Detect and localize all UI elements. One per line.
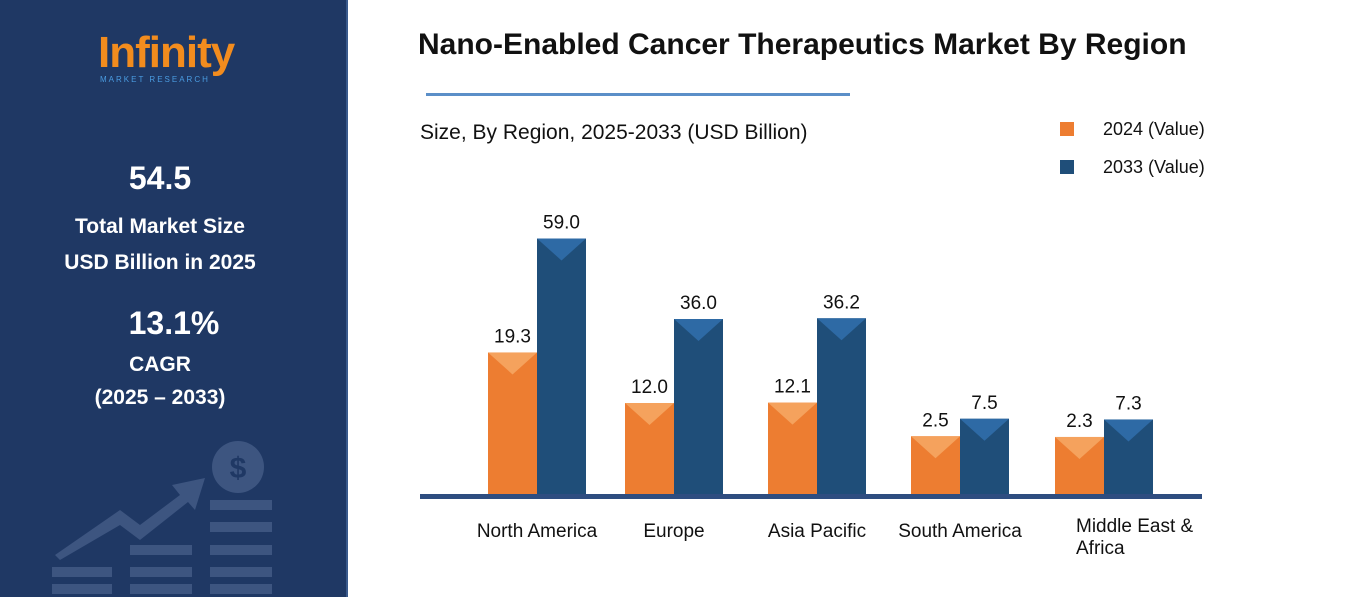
bar-2033: [1104, 419, 1153, 495]
cagr-period: (2025 – 2033): [94, 386, 226, 409]
x-tick-label: North America: [476, 521, 598, 542]
legend-swatch: [1060, 160, 1074, 174]
data-label: 2.5: [922, 410, 948, 431]
bar-2033: [817, 318, 866, 495]
x-tick-label: Middle East & Africa: [1076, 516, 1194, 559]
bar-2033: [960, 418, 1009, 495]
legend-item-2033: 2033 (Value): [1060, 157, 1205, 178]
market-size-label: Total Market Size: [75, 215, 245, 238]
x-tick-label: Asia Pacific: [767, 521, 867, 542]
logo-subtitle: MARKET RESEARCH: [100, 75, 210, 84]
data-label: 12.0: [631, 377, 668, 398]
title-underline: [426, 93, 850, 96]
data-label: 36.2: [823, 292, 860, 313]
bar-2024: [768, 402, 817, 495]
data-label: 59.0: [543, 213, 580, 234]
legend-label: 2024 (Value): [1103, 119, 1205, 139]
chart-title: Nano-Enabled Cancer Therapeutics Market …: [418, 28, 1187, 61]
data-label: 12.1: [774, 377, 811, 398]
x-tick-label: South America: [898, 521, 1022, 542]
bar-2033: [537, 238, 586, 495]
growth-chart-icon: $: [52, 441, 272, 594]
chart-subtitle: Size, By Region, 2025-2033 (USD Billion): [420, 121, 808, 144]
logo: Infinity: [98, 28, 235, 77]
cagr-label: CAGR: [129, 353, 191, 376]
bar-2033: [674, 319, 723, 495]
svg-text:$: $: [230, 452, 247, 485]
data-label: 7.5: [971, 393, 997, 414]
x-tick-label: Europe: [643, 521, 705, 542]
data-label: 7.3: [1115, 393, 1141, 414]
summary-panel: Infinity MARKET RESEARCH 54.5 Total Mark…: [0, 0, 348, 597]
bar-2024: [1055, 436, 1104, 495]
x-axis-line: [420, 494, 1202, 499]
bar-2024: [488, 352, 537, 495]
legend-label: 2033 (Value): [1103, 157, 1205, 177]
bar-2024: [625, 403, 674, 495]
data-label: 19.3: [494, 326, 531, 347]
bar-2024: [911, 436, 960, 495]
legend-item-2024: 2024 (Value): [1060, 119, 1205, 140]
market-size-unit: USD Billion in 2025: [64, 251, 256, 274]
legend-swatch: [1060, 122, 1074, 136]
cagr-value: 13.1%: [128, 305, 220, 341]
data-label: 2.3: [1066, 411, 1092, 432]
market-size-value: 54.5: [128, 160, 192, 196]
data-label: 36.0: [680, 293, 717, 314]
